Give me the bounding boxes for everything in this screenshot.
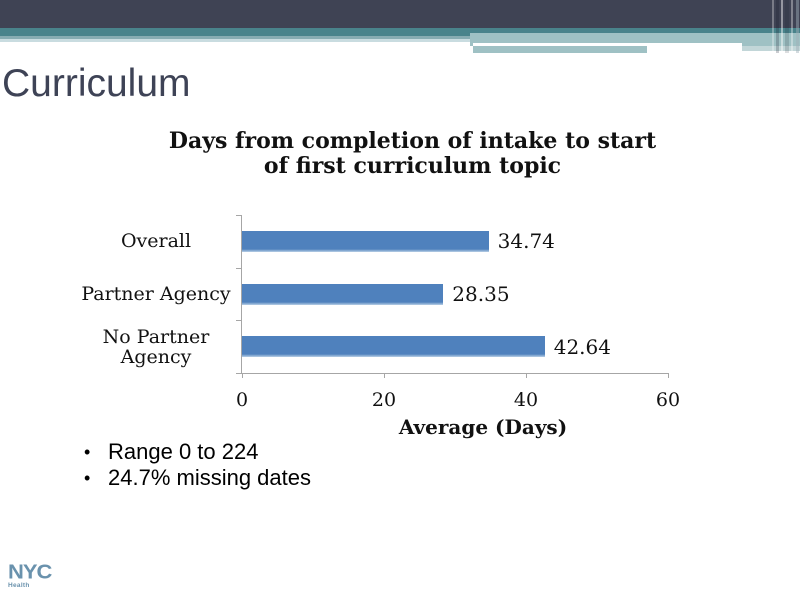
x-axis-tick bbox=[526, 373, 527, 378]
nyc-logo-text: NYC bbox=[8, 560, 52, 584]
bullet-text: Range 0 to 224 bbox=[108, 439, 259, 464]
bullet-marker-icon: • bbox=[84, 442, 91, 462]
stripe bbox=[781, 0, 783, 53]
x-tick-label: 20 bbox=[371, 389, 397, 411]
y-axis-tick bbox=[236, 215, 241, 216]
bar bbox=[242, 230, 489, 252]
x-tick-label: 0 bbox=[235, 389, 249, 411]
bullet-list: • Range 0 to 224 • 24.7% missing dates bbox=[84, 439, 311, 491]
bar bbox=[242, 283, 444, 305]
data-label: 34.74 bbox=[497, 229, 555, 254]
bar bbox=[242, 336, 545, 358]
x-axis-tick bbox=[242, 373, 243, 378]
stripe bbox=[796, 0, 799, 53]
y-axis-tick bbox=[236, 373, 241, 374]
category-label: No Partner Agency bbox=[80, 320, 232, 373]
y-axis-tick bbox=[236, 320, 241, 322]
header-bar-dark bbox=[0, 0, 800, 28]
y-axis-tick bbox=[236, 267, 241, 269]
category-label-text: Overall bbox=[120, 230, 192, 253]
stripe bbox=[791, 0, 793, 53]
chart-title-line2: of first curriculum topic bbox=[263, 153, 562, 179]
nyc-health-logo: NYC Health bbox=[8, 560, 52, 590]
category-label: Overall bbox=[80, 215, 232, 268]
chart-title: Days from completion of intake to start … bbox=[135, 129, 690, 179]
header-bar-pale bbox=[0, 39, 470, 42]
stripe bbox=[785, 0, 789, 53]
category-label: Partner Agency bbox=[80, 268, 232, 321]
stripe bbox=[776, 0, 779, 53]
x-tick-label: 60 bbox=[655, 389, 681, 411]
x-tick-label: 40 bbox=[513, 389, 539, 411]
x-axis-tick bbox=[384, 373, 385, 378]
header-bar-muted bbox=[0, 35, 470, 39]
bullet-text: 24.7% missing dates bbox=[108, 465, 311, 490]
data-label: 42.64 bbox=[553, 334, 611, 359]
header-bar-teal bbox=[0, 28, 800, 36]
header-white-line bbox=[473, 43, 742, 46]
category-label-text: No Partner Agency bbox=[102, 325, 210, 368]
chart-title-line1: Days from completion of intake to start bbox=[168, 128, 657, 154]
x-axis-tick bbox=[668, 373, 669, 378]
bullet-item: • 24.7% missing dates bbox=[84, 465, 311, 491]
header-edge-stripes bbox=[772, 0, 800, 53]
nyc-logo-subtext: Health bbox=[8, 582, 30, 589]
bullet-marker-icon: • bbox=[84, 468, 91, 488]
category-label-text: Partner Agency bbox=[81, 282, 231, 305]
data-label: 28.35 bbox=[452, 282, 510, 306]
header-light-tail bbox=[742, 45, 800, 51]
y-axis-line bbox=[241, 215, 242, 373]
stripe bbox=[772, 0, 774, 53]
page-title: Curriculum bbox=[2, 62, 191, 105]
header-light-block-b bbox=[473, 45, 647, 53]
bullet-item: • Range 0 to 224 bbox=[84, 439, 311, 465]
header-light-block bbox=[470, 33, 800, 46]
x-axis-title: Average (Days) bbox=[398, 415, 568, 439]
x-axis-line bbox=[241, 373, 669, 374]
